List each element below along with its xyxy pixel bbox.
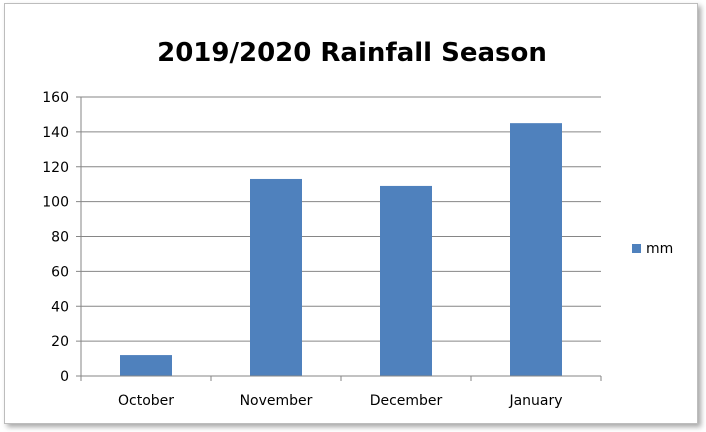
y-axis-tick-labels: 0 20 40 60 80 100 120 140 160 — [42, 90, 69, 385]
x-tick-label: November — [240, 393, 313, 409]
y-tick-label: 160 — [42, 90, 69, 106]
bar-december — [380, 185, 432, 376]
y-tick-label: 120 — [42, 160, 69, 176]
legend-swatch — [632, 244, 641, 253]
x-tick-label: January — [508, 393, 562, 409]
axes — [76, 96, 602, 381]
x-tick-label: October — [118, 393, 174, 409]
y-tick-label: 20 — [51, 334, 69, 350]
bar-january — [510, 123, 562, 376]
y-tick-label: 100 — [42, 195, 69, 211]
y-tick-label: 40 — [51, 299, 69, 315]
chart-title: 2019/2020 Rainfall Season — [157, 38, 547, 68]
x-tick-label: December — [370, 393, 443, 409]
chart-frame: 2019/2020 Rainfall Season 0 20 40 60 80 100 12… — [4, 3, 698, 424]
legend-label: mm — [646, 241, 673, 257]
y-tick-label: 140 — [42, 125, 69, 141]
chart-plot-area: 0 20 40 60 80 100 120 140 160 October November Dec… — [42, 90, 673, 409]
y-tick-label: 80 — [51, 230, 69, 246]
y-tick-label: 0 — [60, 369, 69, 385]
bars — [120, 123, 562, 376]
bar-november — [250, 178, 302, 376]
legend: mm — [632, 241, 673, 257]
bar-october — [120, 355, 172, 376]
y-tick-label: 60 — [51, 264, 69, 280]
x-axis-tick-labels: October November December January — [118, 393, 563, 409]
